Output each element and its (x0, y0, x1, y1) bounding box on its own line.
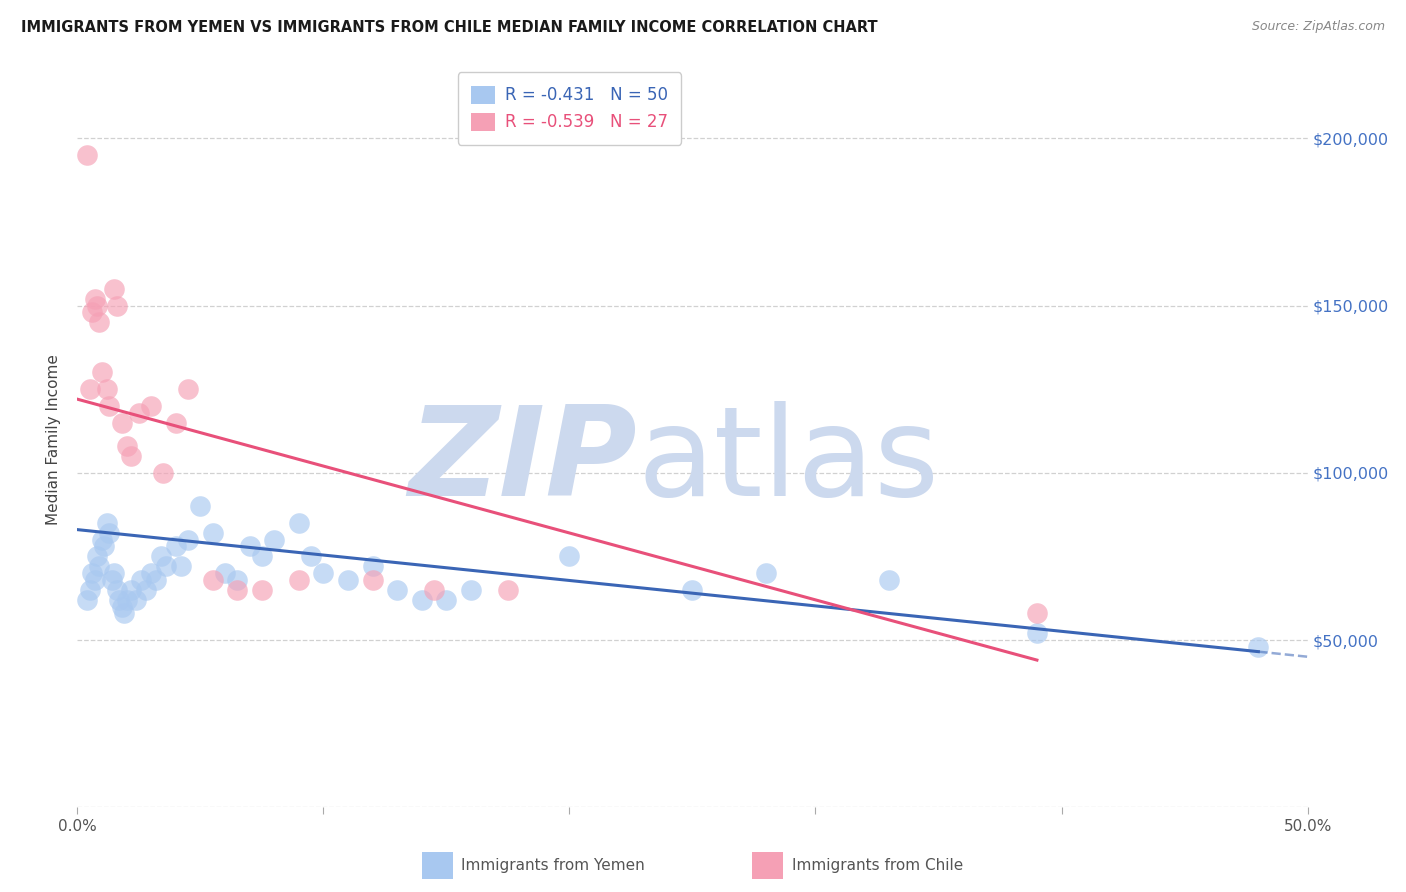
Text: Source: ZipAtlas.com: Source: ZipAtlas.com (1251, 20, 1385, 33)
Point (361, 559, 384, 574)
Point (226, 582, 249, 597)
Point (250, 582, 273, 597)
Point (86, 549, 108, 564)
Point (125, 592, 148, 607)
Text: Immigrants from Chile: Immigrants from Chile (792, 858, 963, 872)
Point (190, 500, 212, 514)
Point (337, 573, 360, 587)
Text: IMMIGRANTS FROM YEMEN VS IMMIGRANTS FROM CHILE MEDIAN FAMILY INCOME CORRELATION : IMMIGRANTS FROM YEMEN VS IMMIGRANTS FROM… (21, 20, 877, 35)
Point (86, 298, 108, 313)
Point (170, 559, 193, 574)
Point (82, 305, 104, 319)
Text: Immigrants from Yemen: Immigrants from Yemen (461, 858, 645, 872)
Point (103, 566, 125, 581)
Point (115, 439, 138, 453)
Point (1026, 626, 1049, 640)
Point (135, 582, 157, 597)
Point (101, 573, 124, 587)
Point (108, 592, 131, 607)
Point (755, 566, 778, 581)
Point (239, 539, 262, 553)
Point (201, 573, 224, 587)
Point (288, 573, 311, 587)
Point (165, 416, 187, 430)
Point (93, 539, 115, 553)
Point (263, 533, 285, 547)
Point (682, 582, 704, 597)
Point (128, 405, 150, 420)
Point (152, 466, 174, 480)
Point (460, 582, 482, 597)
Point (82, 566, 104, 581)
Point (112, 607, 135, 621)
Point (387, 582, 409, 597)
Point (141, 399, 163, 413)
Point (98, 399, 121, 413)
Point (361, 573, 384, 587)
Point (423, 582, 446, 597)
Point (155, 559, 177, 574)
Point (79, 382, 101, 396)
Point (98, 526, 121, 541)
Point (177, 533, 200, 547)
Point (131, 573, 153, 587)
Text: atlas: atlas (637, 401, 939, 522)
Point (411, 592, 433, 607)
Point (76, 148, 98, 162)
Point (121, 582, 143, 597)
Point (96, 382, 118, 396)
Point (879, 573, 901, 587)
Point (105, 298, 128, 313)
Point (165, 539, 187, 553)
Point (288, 516, 311, 530)
Point (214, 566, 236, 581)
Point (1247, 640, 1270, 654)
Point (83, 573, 105, 587)
Point (89, 559, 111, 574)
Point (90, 533, 114, 547)
Point (558, 549, 581, 564)
Point (105, 582, 128, 597)
Point (177, 382, 200, 396)
Point (201, 526, 224, 541)
Y-axis label: Median Family Income: Median Family Income (46, 354, 62, 524)
Point (121, 449, 143, 463)
Point (141, 566, 163, 581)
Point (250, 549, 273, 564)
Point (89, 315, 111, 329)
Point (1026, 607, 1049, 621)
Point (115, 592, 138, 607)
Point (312, 566, 335, 581)
Point (83, 292, 105, 306)
Point (226, 573, 249, 587)
Point (90, 366, 114, 380)
Point (103, 282, 125, 296)
Point (150, 549, 173, 564)
Point (436, 592, 458, 607)
Point (299, 549, 322, 564)
Point (111, 599, 132, 614)
Point (96, 516, 118, 530)
Point (76, 592, 98, 607)
Point (111, 416, 132, 430)
Text: ZIP: ZIP (408, 401, 637, 522)
Point (496, 582, 519, 597)
Legend: R = -0.431   N = 50, R = -0.539   N = 27: R = -0.431 N = 50, R = -0.539 N = 27 (458, 72, 681, 145)
Point (79, 582, 101, 597)
Point (145, 573, 167, 587)
